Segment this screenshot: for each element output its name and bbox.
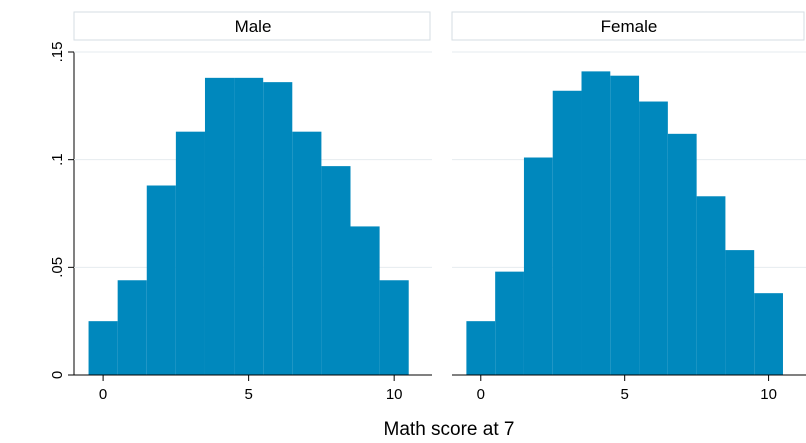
histogram-bar	[234, 77, 264, 375]
y-tick-label: .15	[49, 42, 66, 63]
panel-title: Male	[235, 17, 272, 36]
histogram-bar	[581, 71, 611, 375]
histogram-bar	[146, 185, 176, 375]
y-tick-label: 0	[49, 371, 66, 379]
histogram-bar	[639, 101, 668, 375]
histogram-bar	[117, 280, 147, 375]
panel-male: Male 0 5 10	[73, 11, 432, 403]
histogram-bar	[379, 280, 409, 375]
x-tick-label: 0	[477, 386, 485, 403]
panel-title: Female	[601, 17, 658, 36]
histogram-bar	[350, 226, 380, 375]
histogram-bar	[175, 131, 205, 375]
panel-strip	[451, 11, 805, 41]
histogram-bar	[495, 271, 524, 375]
histogram-bar	[321, 166, 351, 375]
histogram-bar	[667, 133, 697, 375]
histogram-bar	[610, 75, 640, 375]
x-tick-label: 5	[621, 386, 629, 403]
x-axis-title: Math score at 7	[384, 419, 515, 440]
histogram-bar	[292, 131, 322, 375]
histogram-bar	[263, 82, 293, 375]
histogram-bar	[696, 196, 726, 375]
panel-strip	[73, 11, 431, 41]
histogram-bar	[88, 321, 118, 375]
x-tick-label: 10	[760, 386, 777, 403]
histogram-bar	[204, 77, 235, 375]
histogram-bar	[725, 250, 755, 375]
x-tick-label: 10	[386, 386, 403, 403]
histogram-bar	[552, 90, 582, 375]
histogram-bar	[523, 157, 553, 375]
panel-female: Female 0 5 10	[451, 11, 806, 403]
x-tick-label: 5	[244, 386, 252, 403]
x-tick-label: 0	[99, 386, 107, 403]
panels-layer: 0 .05 .1 .15 Male 0 5 10 Female 0 5 10	[49, 11, 806, 403]
histogram-bar	[754, 293, 783, 375]
histogram-bar	[466, 321, 496, 375]
y-tick-label: .05	[49, 257, 66, 278]
y-tick-label: .1	[49, 153, 66, 166]
